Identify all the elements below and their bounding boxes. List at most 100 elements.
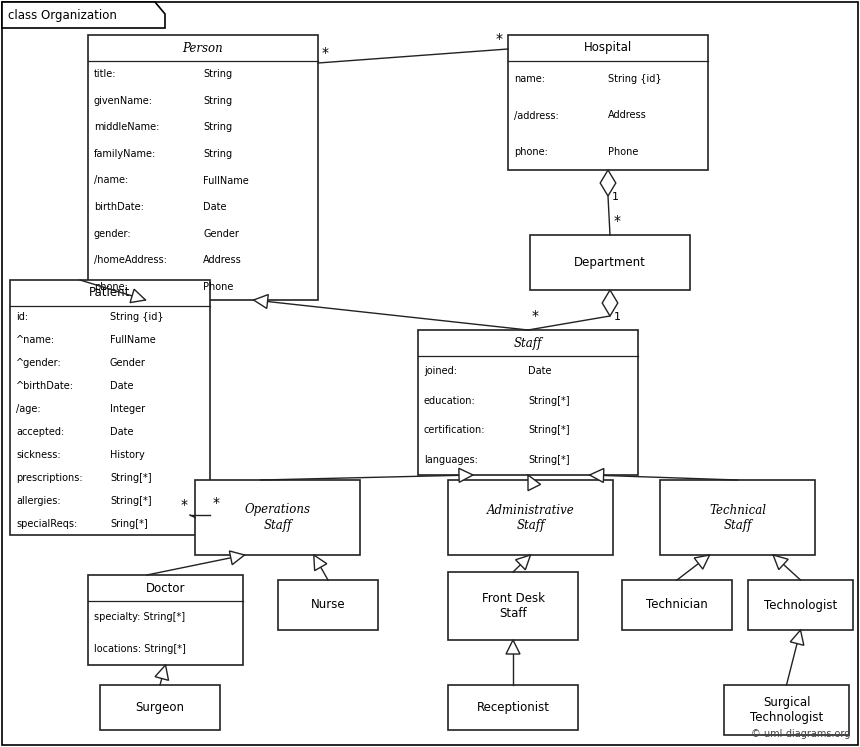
Text: middleName:: middleName: — [94, 123, 159, 132]
Text: joined:: joined: — [424, 366, 457, 376]
Text: Person: Person — [182, 42, 224, 55]
Text: Integer: Integer — [110, 404, 145, 414]
Text: languages:: languages: — [424, 455, 478, 465]
Text: specialReqs:: specialReqs: — [16, 518, 77, 529]
Bar — [622, 580, 732, 630]
Text: String {id}: String {id} — [110, 312, 163, 323]
Text: ^name:: ^name: — [16, 335, 55, 345]
Text: birthDate:: birthDate: — [94, 202, 144, 212]
Text: name:: name: — [514, 74, 545, 84]
Text: Front Desk
Staff: Front Desk Staff — [482, 592, 544, 620]
Text: String[*]: String[*] — [110, 496, 151, 506]
Bar — [448, 480, 613, 555]
Bar — [448, 685, 578, 730]
Bar — [508, 35, 708, 170]
Text: Surgical
Technologist: Surgical Technologist — [750, 696, 823, 724]
Bar — [748, 580, 853, 630]
Polygon shape — [790, 630, 804, 645]
Text: certification:: certification: — [424, 425, 486, 436]
Text: String: String — [203, 96, 232, 106]
Text: History: History — [110, 450, 144, 460]
Bar — [418, 330, 638, 475]
Text: *: * — [213, 496, 220, 510]
Polygon shape — [314, 555, 327, 571]
Text: /age:: /age: — [16, 404, 40, 414]
Text: FullName: FullName — [110, 335, 156, 345]
Bar — [724, 685, 849, 735]
Text: 1: 1 — [612, 192, 619, 202]
Text: Administrative
Staff: Administrative Staff — [487, 503, 574, 532]
Text: ^birthDate:: ^birthDate: — [16, 381, 74, 391]
Text: *: * — [496, 32, 503, 46]
Text: Hospital: Hospital — [584, 42, 632, 55]
Text: /homeAddress:: /homeAddress: — [94, 255, 167, 265]
Text: ^gender:: ^gender: — [16, 359, 62, 368]
Text: String: String — [203, 149, 232, 159]
Bar — [660, 480, 815, 555]
Polygon shape — [516, 555, 531, 570]
Text: accepted:: accepted: — [16, 427, 64, 437]
Text: *: * — [181, 498, 188, 512]
Text: Surgeon: Surgeon — [136, 701, 185, 714]
Text: Receptionist: Receptionist — [476, 701, 550, 714]
Polygon shape — [506, 640, 520, 654]
Polygon shape — [694, 555, 710, 569]
Text: locations: String[*]: locations: String[*] — [94, 644, 186, 654]
Text: Date: Date — [203, 202, 226, 212]
Polygon shape — [230, 551, 244, 565]
Text: gender:: gender: — [94, 229, 132, 238]
Text: © uml-diagrams.org: © uml-diagrams.org — [751, 729, 850, 739]
Bar — [530, 235, 690, 290]
Text: Technologist: Technologist — [764, 598, 837, 612]
Text: Gender: Gender — [110, 359, 146, 368]
Text: prescriptions:: prescriptions: — [16, 473, 83, 483]
Text: Address: Address — [608, 111, 647, 120]
Text: String[*]: String[*] — [110, 473, 151, 483]
Polygon shape — [155, 665, 169, 681]
Bar — [100, 685, 220, 730]
Text: Phone: Phone — [203, 282, 233, 292]
Polygon shape — [600, 170, 616, 196]
Text: Patient: Patient — [89, 287, 131, 300]
Text: Technical
Staff: Technical Staff — [709, 503, 766, 532]
Text: allergies:: allergies: — [16, 496, 60, 506]
Text: Nurse: Nurse — [310, 598, 346, 612]
Text: givenName:: givenName: — [94, 96, 153, 106]
Text: String[*]: String[*] — [528, 455, 569, 465]
Text: String {id}: String {id} — [608, 74, 661, 84]
Text: Operations
Staff: Operations Staff — [244, 503, 310, 532]
Polygon shape — [2, 2, 165, 28]
Text: Phone: Phone — [608, 147, 638, 157]
Text: Date: Date — [110, 427, 133, 437]
Text: FullName: FullName — [203, 176, 249, 185]
Text: String[*]: String[*] — [528, 396, 569, 406]
Bar — [448, 572, 578, 640]
Text: String: String — [203, 69, 232, 79]
Text: *: * — [322, 46, 329, 60]
Text: Technician: Technician — [646, 598, 708, 612]
Polygon shape — [254, 294, 268, 309]
Text: education:: education: — [424, 396, 476, 406]
Polygon shape — [130, 289, 145, 303]
Text: *: * — [614, 214, 621, 228]
Text: String: String — [203, 123, 232, 132]
Text: String[*]: String[*] — [528, 425, 569, 436]
Text: Date: Date — [528, 366, 551, 376]
Text: class Organization: class Organization — [8, 8, 117, 22]
Text: sickness:: sickness: — [16, 450, 60, 460]
Text: id:: id: — [16, 312, 28, 323]
Polygon shape — [773, 555, 789, 570]
Polygon shape — [590, 468, 604, 483]
Text: Sring[*]: Sring[*] — [110, 518, 148, 529]
Text: 1: 1 — [614, 312, 621, 322]
Text: Address: Address — [203, 255, 242, 265]
Text: Doctor: Doctor — [145, 581, 185, 595]
Text: /address:: /address: — [514, 111, 559, 120]
Bar — [88, 35, 318, 300]
Bar — [10, 280, 210, 535]
Polygon shape — [459, 468, 473, 483]
Polygon shape — [602, 290, 617, 316]
Text: familyName:: familyName: — [94, 149, 157, 159]
Text: Department: Department — [574, 256, 646, 269]
Text: title:: title: — [94, 69, 116, 79]
